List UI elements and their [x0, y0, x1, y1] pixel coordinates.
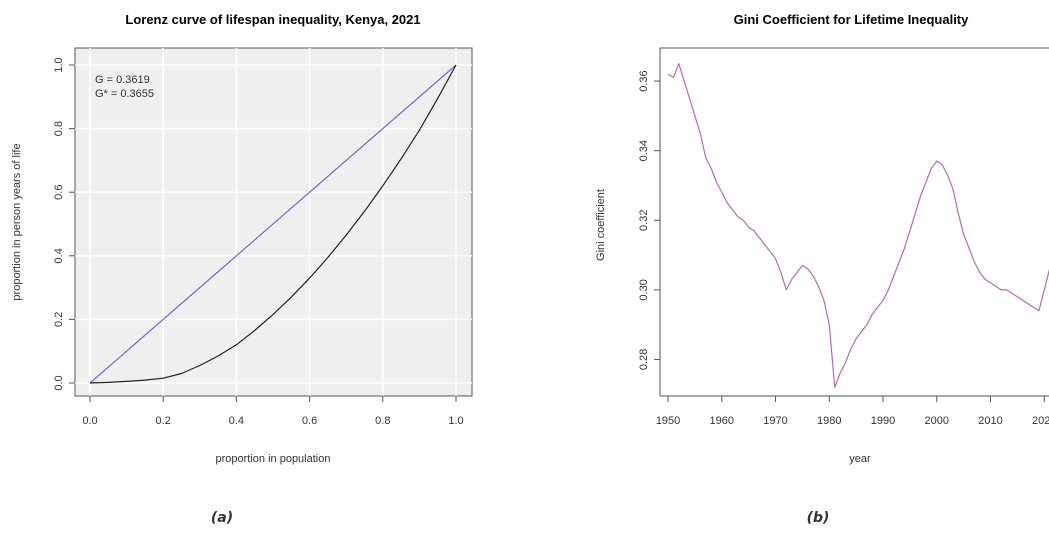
x-tick-label: 1980 — [817, 415, 841, 427]
series-line-0 — [667, 63, 1049, 388]
y-tick-label: 1.0 — [53, 57, 65, 72]
gini-chart: Gini Coefficient for Lifetime Inequality… — [595, 12, 1049, 526]
plot-area — [659, 47, 1049, 397]
x-tick-label: 0.8 — [375, 415, 390, 427]
x-tick-label: 2000 — [925, 415, 949, 427]
x-tick-label: 0.4 — [229, 415, 244, 427]
x-tick-label: 1970 — [763, 415, 787, 427]
y-tick-label: 0.36 — [638, 70, 650, 91]
y-tick-label: 0.34 — [638, 140, 650, 161]
lorenz-chart: Lorenz curve of lifespan inequality, Ken… — [11, 12, 473, 526]
x-tick-label: 1990 — [871, 415, 895, 427]
y-tick-label: 0.32 — [638, 210, 650, 231]
gini-star-annotation: G* = 0.3655 — [95, 88, 154, 100]
grid — [75, 48, 472, 396]
y-tick-label: 0.30 — [638, 279, 650, 300]
caption-a: (a) — [211, 510, 233, 526]
y-axis-label: proportion in person years of life — [11, 143, 23, 300]
caption-b: (b) — [807, 510, 830, 526]
x-tick-label: 0.2 — [156, 415, 171, 427]
y-tick-label: 0.6 — [53, 185, 65, 200]
x-tick-label: 0.6 — [302, 415, 317, 427]
x-tick-label: 1.0 — [448, 415, 463, 427]
x-tick-label: 1960 — [710, 415, 734, 427]
x-axis-label: year — [849, 453, 871, 465]
x-tick-label: 0.0 — [82, 415, 97, 427]
y-tick-label: 0.28 — [638, 349, 650, 370]
series-line-0 — [89, 64, 457, 384]
y-axis-label: Gini coefficient — [595, 189, 607, 261]
x-tick-label: 1950 — [656, 415, 680, 427]
chart-title: Lorenz curve of lifespan inequality, Ken… — [125, 12, 420, 27]
x-axis-label: proportion in population — [216, 453, 331, 465]
axis-ticks: 0.0 0.2 0.4 0.6 0.8 1.0 0.0 0.2 0.4 0.6 0.8 1.0 — [53, 57, 464, 427]
series-line-1 — [89, 64, 457, 384]
y-tick-label: 0.4 — [53, 248, 65, 263]
chart-title: Gini Coefficient for Lifetime Inequality — [734, 12, 970, 27]
gini-annotation: G = 0.3619 — [95, 74, 150, 86]
y-tick-label: 0.0 — [53, 375, 65, 390]
x-tick-label: 2010 — [978, 415, 1002, 427]
y-tick-label: 0.2 — [53, 312, 65, 327]
y-tick-label: 0.8 — [53, 121, 65, 136]
